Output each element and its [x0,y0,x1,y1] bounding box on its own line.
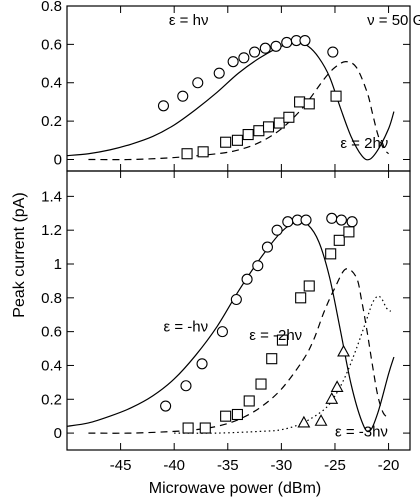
data-point-square [295,292,307,304]
data-point-circle [346,216,358,228]
data-point-circle [177,90,189,102]
plot-frame [66,170,411,451]
data-point-circle [238,52,250,64]
data-point-circle [326,212,338,224]
data-point-square [243,395,255,407]
y-tick-label: 0.2 [41,113,62,130]
data-point-circle [157,100,170,112]
y-axis-label: Peak current (pA) [11,192,28,317]
data-point-circle [160,400,172,412]
data-point-circle [227,56,239,68]
y-tick-label: 0.4 [41,357,62,374]
y-tick-label: 0 [54,425,62,442]
annotation-label: ε = -2hν [249,327,302,344]
data-point-square [220,136,232,148]
data-point-circle [282,216,294,228]
data-point-square [231,408,243,421]
data-point-circle [261,241,273,253]
data-point-square [303,98,315,110]
x-tick-label: -40 [163,457,185,474]
data-point-square [262,121,275,133]
data-point-square [303,280,315,292]
top-panel: 0 0.2 0.4 0.6 0.8 ε = hν ε = 2hν ν = 50 GHz [41,0,420,172]
data-point-circle [271,224,283,236]
theory-curve-solid [67,220,395,433]
y-tick-label: 1.4 [41,188,62,205]
plot-area [67,34,395,161]
x-tick-label: -20 [378,457,400,474]
data-point-square [273,117,285,129]
data-point-square [197,146,209,158]
data-point-circle [259,42,271,54]
data-point-triangle [325,392,339,404]
data-point-square [255,378,267,390]
annotation-label: ε = -hν [163,319,208,336]
y-tick-label: 0.4 [41,75,62,92]
data-point-triangle [314,414,328,426]
data-point-square [333,234,345,246]
data-point-triangle [297,415,311,428]
data-point-square [294,96,306,108]
data-point-square [182,422,194,434]
data-point-circle [241,273,253,285]
y-tick-label: 0.6 [41,324,62,341]
data-point-circle [230,293,242,306]
data-point-square [181,148,193,160]
data-point-triangle [330,380,344,392]
data-point-square [220,410,232,422]
data-point-circle [216,326,228,338]
data-point-circle [213,67,225,79]
data-point-circle [300,214,312,226]
data-point-circle [270,40,282,52]
annotation-label: ν = 50 GHz [367,12,420,29]
data-point-circle [180,380,192,392]
bottom-panel: 0 0.2 0.4 0.6 0.8 1 1.2 1.4 -45 -40 -35 -30 -25 -20 ε … [41,170,411,474]
y-tick-label: 1 [54,256,62,273]
plot-area [67,212,395,434]
data-point-square [283,111,295,123]
x-tick-label: -35 [217,457,239,474]
data-point-square [253,125,265,137]
x-tick-label: -45 [110,457,132,474]
y-tick-label: 0 [54,151,62,168]
y-tick-label: 1.2 [41,222,62,239]
data-point-circle [196,358,208,370]
data-point-circle [192,77,204,89]
x-tick-label: -30 [271,457,293,474]
y-tick-label: 0.8 [41,290,62,307]
data-point-square [242,128,254,141]
data-point-circle [281,36,293,49]
data-point-square [199,422,211,434]
data-point-triangle [337,344,350,357]
y-tick-label: 0.2 [41,391,62,408]
data-point-square [330,90,342,102]
data-point-circle [335,214,347,226]
annotation-label: ε = hν [169,12,209,29]
data-point-circle [249,46,261,58]
x-axis-label: Microwave power (dBm) [149,480,321,497]
data-point-square [276,334,288,346]
y-tick-label: 0.6 [41,36,62,53]
x-tick-label: -25 [324,457,346,474]
data-point-square [325,248,337,260]
y-tick-label: 0.8 [41,0,62,15]
annotation-label: ε = -3hν [335,423,388,440]
data-point-square [266,353,278,365]
annotation-label: ε = 2hν [340,135,388,152]
data-point-square [231,134,243,146]
data-point-circle [299,34,311,47]
theory-curve-dashed [88,61,390,161]
data-point-square [343,226,355,238]
data-point-circle [327,46,339,58]
data-point-circle [252,260,264,272]
theory-curve-dashed [88,268,389,434]
